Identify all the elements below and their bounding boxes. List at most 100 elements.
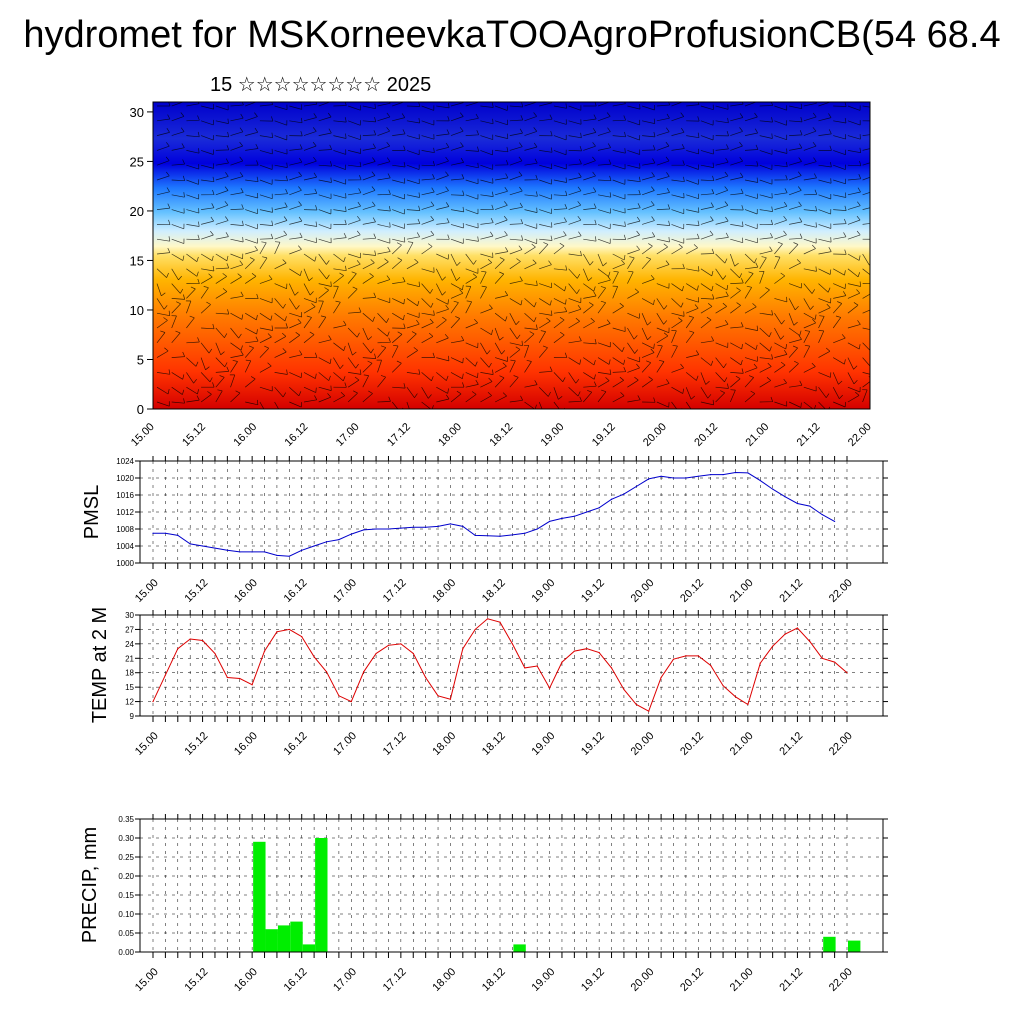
- y-tick-label: 0.05: [118, 929, 134, 938]
- x-tick-label: 16.00: [231, 421, 259, 449]
- pmsl-panel: 1000 1004 1008 1012 1016 1020 1024 15.00 15.12 16…: [81, 456, 888, 605]
- data-point: [784, 633, 786, 635]
- data-point: [536, 665, 538, 667]
- cross-section-frame: [152, 101, 871, 410]
- y-tick-label: 1000: [116, 559, 134, 568]
- precip-bar: [315, 838, 328, 952]
- data-point: [400, 527, 402, 529]
- y-tick-label: 12: [125, 698, 134, 707]
- x-tick-label: 22.00: [827, 966, 855, 994]
- y-tick-label: 15: [130, 253, 144, 268]
- y-tick-label: 0.20: [118, 872, 134, 881]
- data-point: [375, 652, 377, 655]
- x-tick-label: 16.12: [282, 730, 310, 758]
- data-point: [660, 676, 662, 679]
- data-point: [623, 688, 625, 691]
- y-tick-label: 9: [130, 712, 135, 721]
- data-point: [809, 505, 811, 507]
- x-tick-label: 20.12: [692, 421, 720, 449]
- y-tick-label: 0.35: [118, 815, 134, 824]
- x-tick-label: 21.12: [777, 730, 805, 758]
- data-point: [710, 474, 712, 476]
- data-point: [796, 627, 799, 629]
- data-point: [226, 549, 228, 551]
- data-point: [449, 698, 452, 700]
- y-tick-label: 0.00: [118, 948, 134, 957]
- data-point: [288, 555, 290, 557]
- x-tick-label: 20.00: [629, 577, 657, 605]
- data-point: [685, 655, 687, 657]
- data-point: [325, 541, 328, 543]
- data-point: [660, 475, 662, 477]
- x-tick-label: 18.00: [430, 730, 458, 758]
- y-tick-label: 0.10: [118, 910, 134, 919]
- data-point: [152, 532, 154, 534]
- temp-panel: 9 12 15 18 21 24 27 30 15.00 15.12 16.00 16.12 17.00…: [89, 607, 888, 758]
- data-point: [548, 687, 551, 689]
- precip-bar: [848, 940, 861, 952]
- data-point: [350, 533, 352, 535]
- x-tick-label: 15.00: [133, 730, 161, 758]
- data-point: [251, 684, 253, 686]
- x-tick-label: 16.00: [232, 966, 260, 994]
- x-tick-label: 18.12: [480, 730, 508, 758]
- x-tick-label: 15.00: [133, 966, 161, 994]
- chart-title: hydromet for MSKorneevkaTOOAgroProfusion…: [23, 14, 1001, 56]
- x-tick-label: 17.00: [331, 966, 359, 994]
- data-point: [561, 661, 563, 663]
- data-point: [672, 477, 675, 479]
- data-point: [412, 652, 414, 655]
- data-point: [251, 551, 253, 553]
- x-tick-label: 16.12: [282, 966, 310, 994]
- x-tick-label: 18.12: [487, 421, 515, 449]
- x-tick-label: 21.12: [795, 421, 823, 449]
- cross-section-x-axis: 15.00 15.12 16.00 16.12 17.00 17.12 18.00 18.12…: [129, 421, 874, 449]
- data-point: [363, 529, 365, 531]
- data-point: [177, 534, 179, 536]
- data-point: [511, 643, 513, 645]
- data-point: [313, 656, 315, 658]
- data-point: [412, 526, 414, 528]
- data-point: [573, 515, 575, 517]
- x-tick-label: 17.12: [385, 421, 413, 449]
- data-point: [301, 636, 303, 638]
- data-point: [710, 664, 712, 667]
- data-point: [487, 535, 489, 537]
- data-point: [573, 650, 575, 652]
- data-point: [610, 498, 613, 500]
- data-point: [387, 528, 390, 530]
- series-line: [153, 471, 835, 557]
- y-tick-label: 5: [137, 352, 144, 367]
- wind-barbs: [156, 102, 870, 409]
- axis-title: TEMP at 2 M: [89, 607, 111, 723]
- data-point: [759, 662, 761, 664]
- data-point: [834, 520, 836, 522]
- x-tick-label: 17.00: [331, 730, 359, 758]
- data-point: [487, 618, 489, 620]
- data-point: [226, 676, 228, 679]
- data-point: [350, 700, 352, 703]
- data-point: [201, 639, 204, 642]
- x-tick-label: 19.12: [590, 421, 618, 449]
- x-tick-label: 20.00: [641, 421, 669, 449]
- x-tick-label: 19.00: [529, 966, 557, 994]
- data-point: [635, 485, 637, 488]
- y-tick-label: 1020: [116, 474, 134, 483]
- x-tick-label: 22.00: [827, 577, 855, 605]
- x-tick-label: 18.12: [480, 966, 508, 994]
- data-point: [177, 648, 179, 650]
- data-point: [474, 534, 476, 536]
- data-point: [821, 513, 823, 516]
- y-tick-label: 30: [130, 105, 144, 120]
- data-point: [375, 528, 377, 530]
- x-tick-label: 16.12: [283, 421, 311, 449]
- x-tick-label: 20.12: [678, 577, 706, 605]
- data-point: [536, 528, 538, 530]
- x-tick-label: 22.00: [827, 730, 855, 758]
- x-tick-label: 17.12: [381, 966, 409, 994]
- precip-bar: [265, 929, 278, 952]
- data-point: [672, 658, 675, 660]
- x-tick-label: 21.00: [728, 577, 756, 605]
- data-point: [425, 676, 427, 679]
- data-point: [772, 488, 774, 490]
